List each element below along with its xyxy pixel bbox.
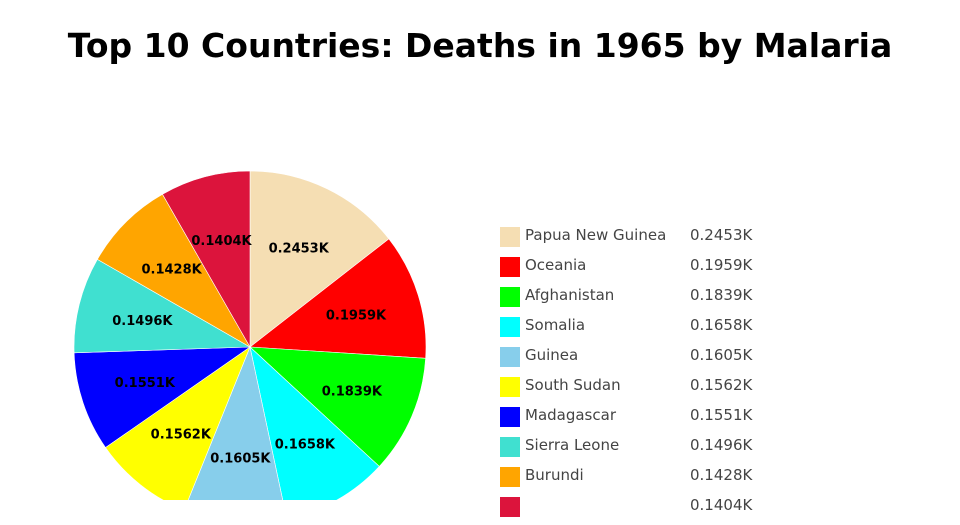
legend-label: South Sudan: [525, 376, 621, 394]
slice-label-1: 0.1959K: [326, 308, 387, 323]
slice-label-4: 0.1605K: [210, 452, 271, 467]
pie-slice-5[interactable]: [105, 346, 251, 500]
legend-value: 0.2453K: [690, 226, 753, 244]
slice-label-8: 0.1428K: [141, 263, 202, 278]
slice-label-3: 0.1658K: [275, 437, 336, 452]
legend-swatch: [500, 227, 520, 247]
legend-swatch: [500, 437, 520, 457]
pie-slice-0[interactable]: [249, 170, 390, 348]
legend-label: Sierra Leone: [525, 436, 620, 454]
legend-value: 0.1605K: [690, 346, 753, 364]
legend-swatch: [500, 467, 520, 487]
legend-value: 0.1428K: [690, 466, 753, 484]
legend-label: Papua New Guinea: [525, 226, 667, 244]
legend-label: Guinea: [525, 346, 579, 364]
legend-swatch: [500, 377, 520, 397]
legend-value: 0.1496K: [690, 436, 753, 454]
slice-label-2: 0.1839K: [322, 385, 383, 400]
pie-slice-7[interactable]: [73, 258, 252, 354]
pie-slice-6[interactable]: [73, 346, 252, 448]
legend-swatch: [500, 347, 520, 367]
pie-slice-4[interactable]: [184, 345, 287, 500]
pie-chart: 0.2453K 0.1959K 0.1839K 0.1658K 0.1605K 0.156…: [73, 170, 427, 500]
pie-slice-8[interactable]: [96, 193, 251, 348]
legend-swatch: [500, 407, 520, 427]
legend-label: Madagascar: [525, 406, 616, 424]
slice-label-9: 0.1404K: [191, 234, 252, 249]
legend-label: Burundi: [525, 466, 584, 484]
legend-label: Oceania: [525, 256, 587, 274]
legend-label: Afghanistan: [525, 286, 615, 304]
slice-label-0: 0.2453K: [269, 241, 330, 256]
legend-value: 0.1562K: [690, 376, 753, 394]
slice-label-7: 0.1496K: [112, 314, 173, 329]
chart-title: Top 10 Countries: Deaths in 1965 by Mala…: [67, 26, 893, 65]
legend-swatch: [500, 497, 520, 517]
legend-label: Somalia: [525, 316, 586, 334]
legend-value: 0.1959K: [690, 256, 753, 274]
pie-slice-2[interactable]: [249, 346, 426, 467]
legend-value: 0.1404K: [690, 496, 753, 514]
legend-value: 0.1839K: [690, 286, 753, 304]
legend-swatch: [500, 287, 520, 307]
pie-slice-1[interactable]: [249, 238, 427, 359]
legend-swatch: [500, 257, 520, 277]
legend-value: 0.1551K: [690, 406, 753, 424]
slice-label-5: 0.1562K: [151, 428, 212, 443]
pie-slice-9[interactable]: [162, 170, 251, 349]
legend-value: 0.1658K: [690, 316, 753, 334]
legend-swatch: [500, 317, 520, 337]
slice-label-6: 0.1551K: [115, 376, 176, 391]
